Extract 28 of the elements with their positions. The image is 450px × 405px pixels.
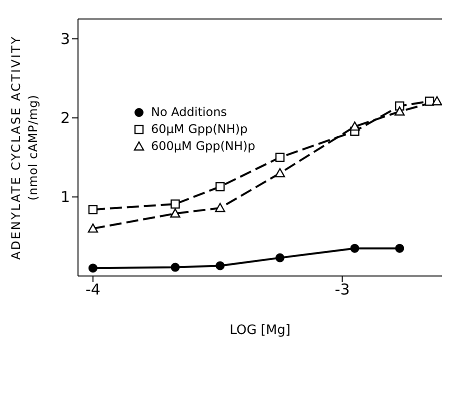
x-axis-title: LOG [Mg] <box>230 323 290 338</box>
point <box>88 264 98 273</box>
point <box>170 208 180 218</box>
point <box>275 253 284 262</box>
point <box>216 261 225 270</box>
point <box>432 96 442 106</box>
point <box>275 152 285 162</box>
legend-label: No Additions <box>151 104 227 118</box>
point <box>215 202 226 212</box>
point <box>395 244 404 253</box>
point <box>394 106 405 116</box>
point <box>88 223 98 233</box>
y-tick-label: 3 <box>60 30 70 48</box>
point <box>350 244 360 253</box>
legend-label: 60μM Gpp(NH)p <box>151 122 248 136</box>
point <box>350 121 360 131</box>
y-tick-label: 1 <box>60 188 70 206</box>
point <box>88 204 98 214</box>
point <box>170 199 180 209</box>
legend-label: 600μM Gpp(NH)p <box>151 138 256 152</box>
y-tick-label: 2 <box>60 109 70 128</box>
point <box>274 168 286 178</box>
point <box>424 96 434 106</box>
y-axis-title: ADENYLATE CYCLASE ACTIVITY (nmol cAMP/mg) <box>9 35 40 260</box>
x-tick-label: -4 <box>85 280 100 299</box>
point <box>170 262 180 272</box>
x-tick-label: -3 <box>334 280 350 299</box>
point <box>216 182 225 192</box>
